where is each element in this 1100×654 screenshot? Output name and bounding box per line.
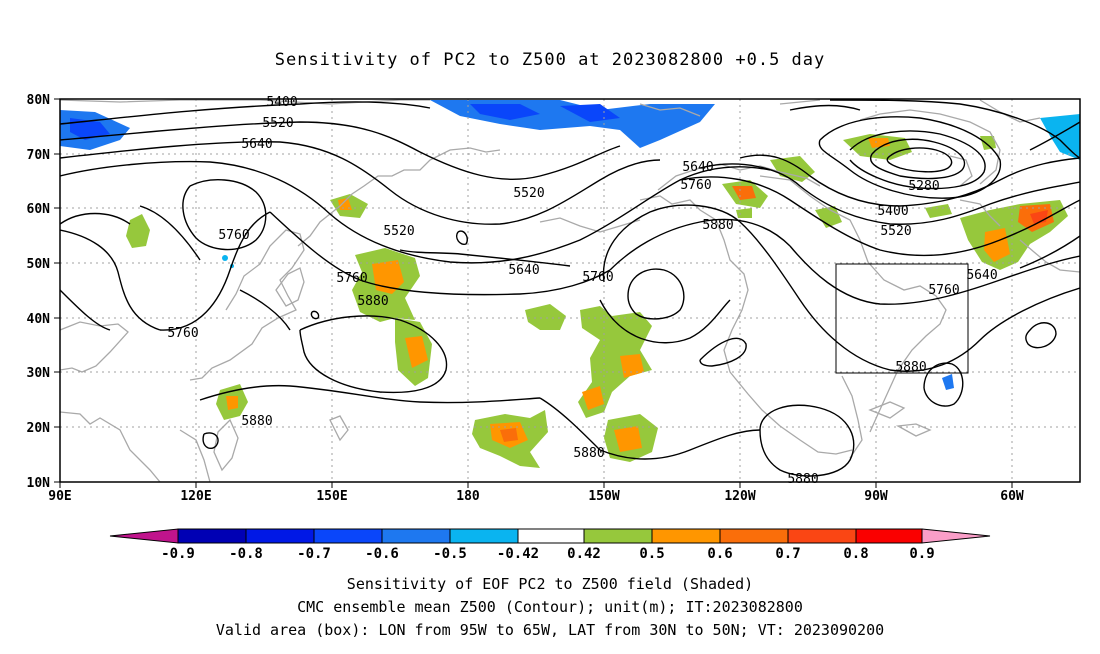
- contour-label: 5760: [336, 271, 367, 286]
- colorbar-tick-label: 0.8: [843, 546, 868, 562]
- contour-label: 5760: [928, 283, 959, 298]
- contour-label: 5640: [682, 160, 713, 175]
- contour-label: 5760: [582, 270, 613, 285]
- colorbar: [109, 528, 991, 544]
- lon-label: 150E: [316, 489, 347, 504]
- colorbar-bin: [313, 528, 383, 544]
- contour-label: 5400: [877, 204, 908, 219]
- colorbar-bin: [381, 528, 451, 544]
- colorbar-tick-label: 0.5: [639, 546, 664, 562]
- lat-label: 10N: [27, 476, 51, 491]
- colorbar-tick-label: -0.5: [433, 546, 467, 562]
- lat-label: 60N: [27, 202, 51, 217]
- colorbar-tick-label: 0.7: [775, 546, 800, 562]
- lon-label: 120E: [180, 489, 211, 504]
- lon-label: 120W: [724, 489, 755, 504]
- colorbar-tick-label: -0.8: [229, 546, 263, 562]
- z500-contours: [60, 99, 1080, 477]
- coastlines: [60, 99, 1080, 482]
- colorbar-bin: [583, 528, 653, 544]
- contour-label: 5520: [383, 224, 414, 239]
- colorbar-tick-label: -0.9: [161, 546, 195, 562]
- contour-label: 5760: [218, 228, 249, 243]
- lon-label: 180: [456, 489, 480, 504]
- lon-labels: 90E 120E 150E 180 150W 120W 90W 60W: [48, 489, 1024, 504]
- colorbar-tick-label: -0.6: [365, 546, 399, 562]
- lat-label: 70N: [27, 148, 51, 163]
- contour-label: 5640: [241, 137, 272, 152]
- contour-label: 5280: [908, 179, 939, 194]
- contour-label: 5760: [167, 326, 198, 341]
- colorbar-bin: [651, 528, 721, 544]
- colorbar-tick-label: 0.9: [909, 546, 934, 562]
- lon-label: 60W: [1000, 489, 1024, 504]
- map-border: [59, 98, 1081, 483]
- colorbar-bin: [177, 528, 247, 544]
- contour-label: 5520: [513, 186, 544, 201]
- colorbar-low-triangle: [109, 528, 179, 544]
- lat-label: 80N: [27, 93, 51, 108]
- contour-label: 5520: [262, 116, 293, 131]
- colorbar-tick-label: 0.6: [707, 546, 732, 562]
- lon-label: 150W: [588, 489, 619, 504]
- lat-label: 40N: [27, 312, 51, 327]
- colorbar-bin: [517, 528, 585, 544]
- contour-label: 5880: [895, 360, 926, 375]
- contour-label: 5520: [880, 224, 911, 239]
- lat-label: 50N: [27, 257, 51, 272]
- contour-label: 5760: [680, 178, 711, 193]
- caption-line-3: Valid area (box): LON from 95W to 65W, L…: [215, 621, 885, 639]
- contour-label: 5640: [966, 268, 997, 283]
- lon-label: 90W: [864, 489, 888, 504]
- colorbar-ticks: -0.9 -0.8 -0.7 -0.6 -0.5 -0.42 0.42 0.5 …: [161, 546, 935, 562]
- colorbar-tick-label: 0.42: [567, 546, 601, 562]
- colorbar-bin: [855, 528, 923, 544]
- lon-label: 90E: [48, 489, 71, 504]
- contour-label: 5880: [787, 472, 818, 487]
- lat-label: 20N: [27, 421, 51, 436]
- colorbar-bin: [245, 528, 315, 544]
- colorbar-high-triangle: [921, 528, 991, 544]
- colorbar-tick-label: -0.42: [497, 546, 539, 562]
- chart-title: Sensitivity of PC2 to Z500 at 2023082800…: [274, 50, 826, 70]
- contour-label: 5400: [266, 95, 297, 110]
- contour-label: 5880: [357, 294, 388, 309]
- axis-ticks: [54, 98, 1013, 488]
- negative-shading: [60, 100, 1080, 390]
- caption-line-2: CMC ensemble mean Z500 (Contour); unit(m…: [297, 598, 803, 616]
- caption-line-1: Sensitivity of EOF PC2 to Z500 field (Sh…: [346, 575, 754, 593]
- colorbar-bin: [719, 528, 789, 544]
- lat-label: 30N: [27, 366, 51, 381]
- contour-label: 5880: [702, 218, 733, 233]
- contour-label: 5880: [573, 446, 604, 461]
- valid-area-box: [835, 263, 969, 374]
- contour-label: 5880: [241, 414, 272, 429]
- colorbar-bin: [787, 528, 857, 544]
- contour-label: 5640: [508, 263, 539, 278]
- colorbar-bin: [449, 528, 519, 544]
- lat-labels: 80N 70N 60N 50N 40N 30N 20N 10N: [27, 93, 51, 491]
- colorbar-tick-label: -0.7: [297, 546, 331, 562]
- gridlines: [60, 99, 1080, 482]
